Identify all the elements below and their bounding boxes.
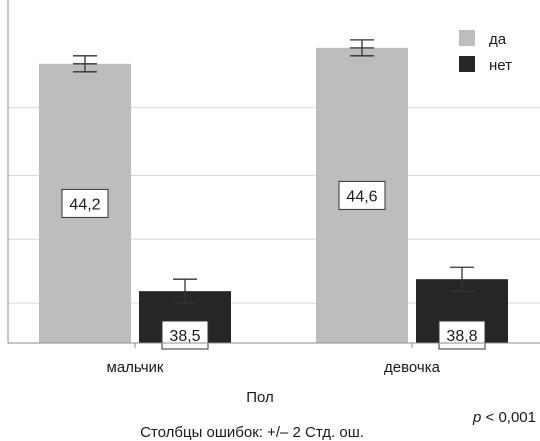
p-value-note: p < 0,001 [472, 409, 536, 426]
legend-item-нет: нет [459, 56, 512, 74]
value-label-нет-мальчик: 38,5 [161, 320, 209, 350]
svg-text:38,5: 38,5 [169, 328, 200, 345]
value-label-да-мальчик: 44,2 [61, 188, 109, 218]
x-axis-label: Пол [246, 389, 274, 406]
error-bar-note: Столбцы ошибок: +/– 2 Стд. ош. [140, 424, 364, 441]
svg-text:44,2: 44,2 [69, 196, 100, 213]
category-labels: мальчик девочка [107, 359, 441, 376]
value-labels: 44,2 38,5 44,6 38,8 [61, 180, 486, 350]
legend-item-да: да [459, 30, 507, 48]
svg-text:38,8: 38,8 [446, 328, 477, 345]
error-bar-да-девочка [350, 39, 374, 57]
legend-label-нет: нет [489, 57, 512, 74]
error-bar-нет-девочка [450, 266, 474, 292]
legend-swatch-нет [459, 56, 475, 72]
legend: да нет [459, 30, 512, 74]
value-label-да-девочка: 44,6 [338, 180, 386, 210]
legend-label-да: да [489, 31, 507, 48]
category-label-мальчик: мальчик [107, 359, 164, 376]
legend-swatch-да [459, 30, 475, 46]
axes [7, 0, 540, 348]
value-label-нет-девочка: 38,8 [438, 320, 486, 350]
bars [39, 47, 508, 343]
category-label-девочка: девочка [384, 359, 441, 376]
svg-text:44,6: 44,6 [346, 188, 377, 205]
error-bar-да-мальчик [73, 55, 97, 73]
error-bar-нет-мальчик [173, 278, 197, 304]
error-bars [73, 39, 474, 304]
